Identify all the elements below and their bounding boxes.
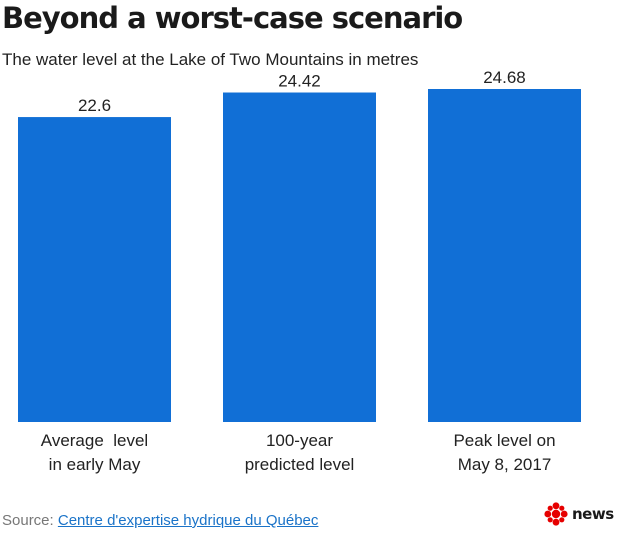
source-prefix: Source: — [2, 512, 58, 529]
bar-3 — [428, 89, 581, 423]
bar-2 — [223, 92, 376, 423]
source-link[interactable]: Centre d'expertise hydrique du Québec — [57, 512, 319, 529]
cbc-news-logo: news — [543, 500, 617, 528]
category-label-line: May 8, 2017 — [458, 455, 552, 474]
chart-subtitle: The water level at the Lake of Two Mount… — [2, 50, 419, 69]
category-label-line: predicted level — [245, 455, 355, 474]
cbc-gem-icon — [544, 502, 568, 526]
category-label-line: 100-year — [266, 431, 333, 450]
category-label-line: Peak level on — [453, 431, 555, 450]
bar-1 — [18, 117, 171, 423]
bar-value-label-2: 24.42 — [278, 72, 321, 91]
category-label-1: Average level in early May — [41, 431, 148, 474]
bar-value-label-3: 24.68 — [483, 68, 526, 87]
category-label-3: Peak level on May 8, 2017 — [453, 431, 555, 474]
source-line: Source: Centre d'expertise hydrique du Q… — [2, 512, 318, 530]
category-label-line: Average level — [41, 431, 148, 450]
category-label-2: 100-year predicted level — [245, 431, 355, 474]
bar-value-label-1: 22.6 — [78, 96, 111, 115]
category-label-line: in early May — [49, 455, 141, 474]
brand-wordmark: news — [572, 505, 614, 523]
chart-title: Beyond a worst-case scenario — [2, 1, 463, 35]
